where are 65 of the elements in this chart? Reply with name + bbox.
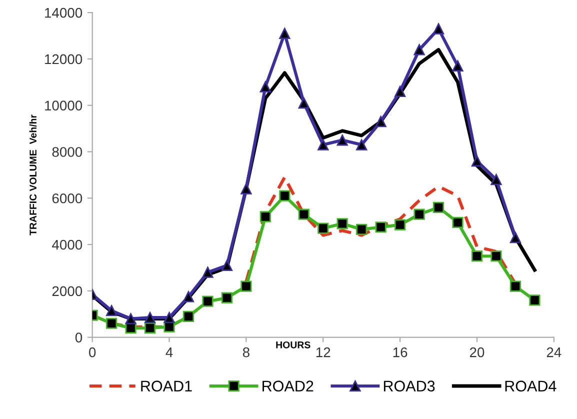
point <box>394 219 406 230</box>
x-axis-title: HOURS <box>276 341 310 348</box>
legend-label: ROAD1 <box>141 380 192 392</box>
x-tick-label: 0 <box>89 347 96 358</box>
y-axis-title: TRAFFIC VOLUME Veh/hr <box>29 114 37 236</box>
point <box>375 116 386 128</box>
point <box>356 139 368 150</box>
legend-label: ROAD4 <box>505 380 556 392</box>
point <box>375 222 386 233</box>
point <box>125 313 136 324</box>
point <box>202 266 214 278</box>
x-tick-label: 8 <box>242 347 250 358</box>
point <box>260 211 271 222</box>
point <box>298 208 310 220</box>
point <box>318 139 329 150</box>
point <box>471 250 483 262</box>
point <box>490 250 502 262</box>
point <box>240 280 252 292</box>
x-tick-label: 20 <box>470 347 484 358</box>
point <box>452 216 464 228</box>
point <box>529 294 540 306</box>
y-tick-label: 4000 <box>52 240 82 250</box>
x-tick-label: 4 <box>166 348 173 358</box>
x-tick-label: 16 <box>393 347 408 358</box>
point <box>221 292 233 304</box>
point <box>510 280 522 292</box>
y-tick-label: 0 <box>75 332 82 342</box>
point <box>144 322 156 334</box>
y-tick-label: 10000 <box>45 100 82 111</box>
point <box>336 218 348 230</box>
point <box>414 44 425 56</box>
point <box>144 312 156 324</box>
point <box>471 155 483 167</box>
point <box>164 321 175 332</box>
point <box>164 312 175 324</box>
y-tick-label: 6000 <box>52 193 82 204</box>
legend-label: ROAD3 <box>384 380 435 392</box>
point <box>106 305 118 316</box>
y-tick-label: 14000 <box>45 8 82 18</box>
point <box>279 190 290 202</box>
point <box>221 260 233 271</box>
point <box>394 86 406 97</box>
point <box>240 183 252 194</box>
x-tick-label: 12 <box>316 347 330 358</box>
legend-label: ROAD2 <box>262 380 314 392</box>
x-tick-label: 24 <box>546 347 562 358</box>
point <box>260 81 271 92</box>
point <box>510 232 522 244</box>
y-tick-label: 12000 <box>45 54 82 64</box>
point <box>452 60 464 72</box>
point <box>356 224 368 235</box>
point <box>432 202 444 213</box>
point <box>279 28 290 39</box>
point <box>106 318 118 329</box>
point <box>202 296 214 307</box>
point <box>414 208 425 220</box>
point <box>336 134 348 146</box>
y-tick-label: 2000 <box>52 286 82 296</box>
point <box>318 222 329 234</box>
point <box>182 310 194 322</box>
point <box>490 174 502 186</box>
point <box>298 97 310 109</box>
point <box>182 291 194 302</box>
y-tick-label: 8000 <box>52 147 82 157</box>
point <box>432 23 444 34</box>
